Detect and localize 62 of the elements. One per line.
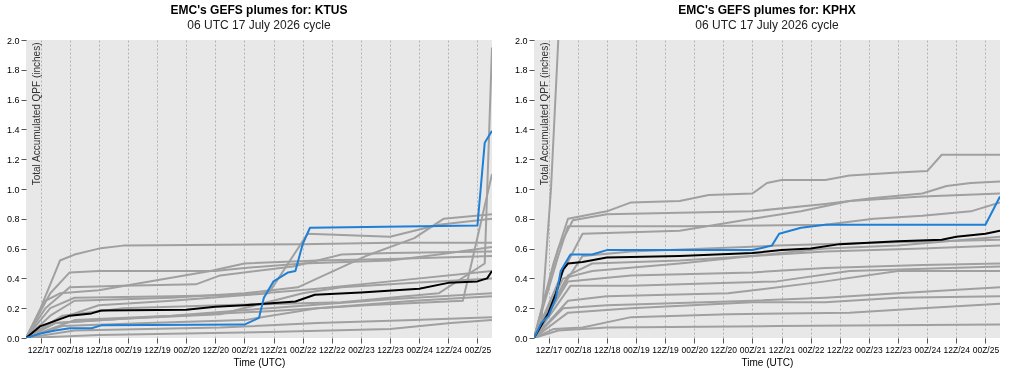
x-tick-label: 00Z/22 [797, 344, 825, 355]
y-tick-label: 1.2 [514, 154, 528, 165]
x-tick-label: 12Z/17 [27, 344, 55, 355]
y-tick-label: 0.0 [6, 333, 20, 344]
x-tick-label: 00Z/22 [289, 344, 317, 355]
y-tick-label: 0.8 [6, 214, 20, 225]
x-tick-label: 12Z/18 [594, 344, 621, 355]
x-tick-label: 12Z/20 [710, 344, 738, 355]
x-axis-title: Time (UTC) [741, 357, 794, 368]
y-tick-label: 0.8 [514, 214, 528, 225]
x-tick-label: 00Z/20 [681, 344, 709, 355]
y-tick-label: 1.8 [6, 65, 20, 76]
x-tick-label: 12Z/22 [827, 344, 854, 355]
y-tick-label: 1.6 [514, 95, 528, 106]
x-tick-label: 00Z/23 [348, 344, 375, 355]
y-tick-label: 2.0 [6, 35, 20, 46]
y-tick-label: 1.4 [6, 124, 20, 135]
x-tick-label: 00Z/18 [56, 344, 84, 355]
y-tick-label: 2.0 [514, 35, 528, 46]
x-tick-label: 12Z/24 [435, 344, 463, 355]
x-tick-label: 00Z/25 [464, 344, 492, 355]
y-tick-label: 1.2 [6, 154, 20, 165]
y-tick-label: 0.4 [514, 273, 528, 284]
x-tick-label: 12Z/19 [144, 344, 172, 355]
x-tick-label: 00Z/24 [406, 344, 434, 355]
x-tick-label: 00Z/19 [623, 344, 650, 355]
y-tick-label: 0.6 [6, 244, 20, 255]
y-tick-label: 0.4 [6, 273, 20, 284]
y-tick-label: 1.6 [6, 95, 20, 106]
x-tick-label: 00Z/24 [914, 344, 942, 355]
x-tick-label: 12Z/19 [652, 344, 680, 355]
y-tick-label: 0.6 [514, 244, 528, 255]
x-tick-label: 12Z/20 [202, 344, 230, 355]
y-tick-label: 1.4 [514, 124, 528, 135]
chart-title: EMC's GEFS plumes for: KTUS [170, 3, 348, 17]
x-axis-title: Time (UTC) [233, 357, 286, 368]
x-tick-label: 00Z/18 [564, 344, 592, 355]
chart-subtitle: 06 UTC 17 July 2026 cycle [695, 18, 840, 32]
y-axis-title: Total Accumulated QPF (inches) [30, 42, 42, 186]
x-tick-label: 12Z/21 [768, 344, 796, 355]
x-tick-label: 00Z/23 [856, 344, 883, 355]
x-tick-label: 00Z/21 [231, 344, 259, 355]
x-tick-label: 00Z/19 [115, 344, 142, 355]
x-tick-label: 00Z/21 [739, 344, 767, 355]
chart-subtitle: 06 UTC 17 July 2026 cycle [187, 18, 332, 32]
x-tick-label: 12Z/23 [885, 344, 913, 355]
y-tick-label: 0.2 [6, 303, 20, 314]
x-tick-label: 12Z/22 [319, 344, 346, 355]
y-axis-title: Total Accumulated QPF (inches) [538, 42, 550, 186]
x-tick-label: 12Z/17 [535, 344, 563, 355]
x-tick-label: 12Z/23 [377, 344, 405, 355]
y-tick-label: 1.0 [6, 184, 20, 195]
y-tick-label: 1.8 [514, 65, 528, 76]
x-tick-label: 12Z/21 [260, 344, 288, 355]
x-tick-label: 00Z/20 [173, 344, 201, 355]
y-tick-label: 0.0 [514, 333, 528, 344]
x-tick-label: 12Z/24 [943, 344, 971, 355]
y-tick-label: 1.0 [514, 184, 528, 195]
chart-title: EMC's GEFS plumes for: KPHX [678, 3, 856, 17]
y-tick-label: 0.2 [514, 303, 528, 314]
x-tick-label: 00Z/25 [972, 344, 1000, 355]
x-tick-label: 12Z/18 [86, 344, 113, 355]
